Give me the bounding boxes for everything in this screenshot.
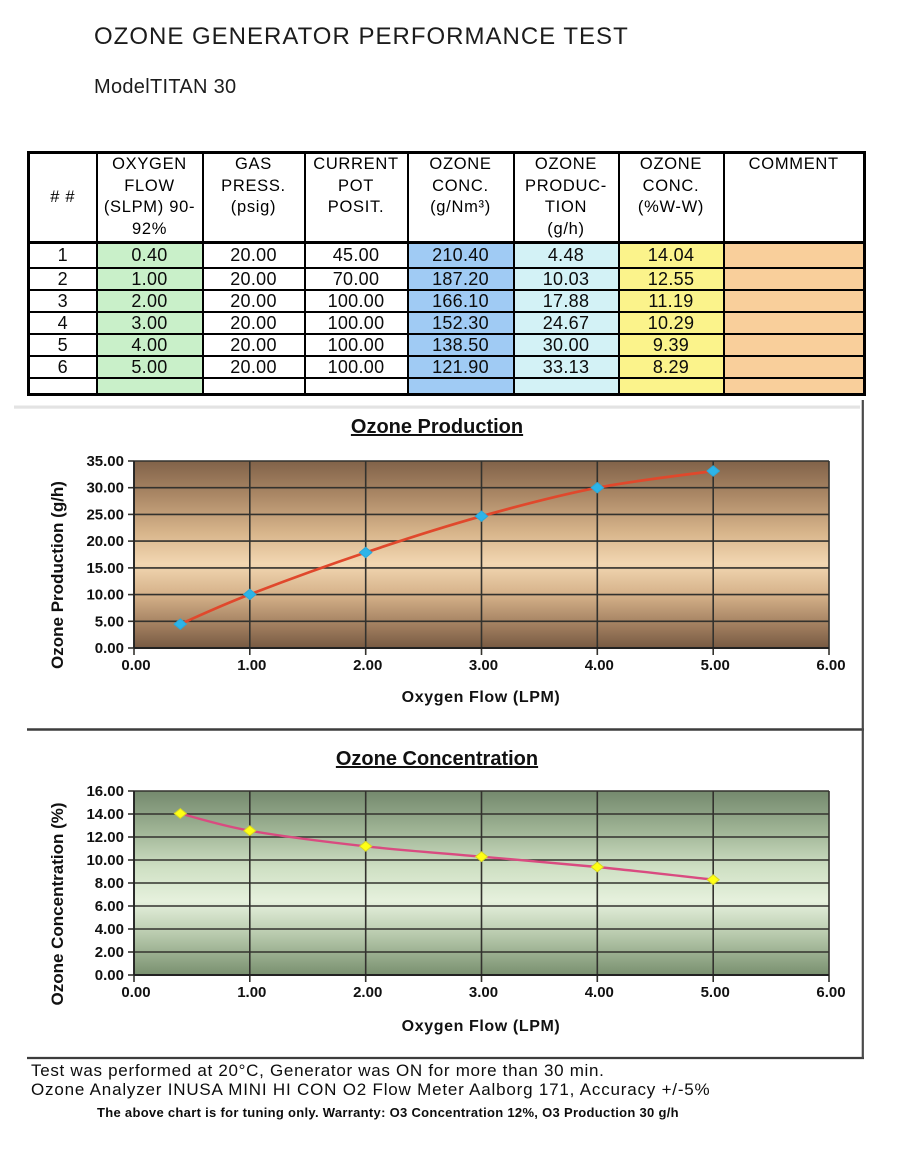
svg-text:5.00: 5.00 xyxy=(701,984,730,1001)
svg-text:6.00: 6.00 xyxy=(95,898,124,915)
svg-text:25.00: 25.00 xyxy=(86,506,124,523)
svg-text:Ozone Production: Ozone Production xyxy=(351,416,523,438)
svg-text:12.00: 12.00 xyxy=(86,829,124,846)
svg-text:6.00: 6.00 xyxy=(816,657,845,674)
svg-text:4.00: 4.00 xyxy=(95,921,124,938)
svg-text:Oxygen Flow (LPM): Oxygen Flow (LPM) xyxy=(402,1018,561,1035)
svg-text:30.00: 30.00 xyxy=(86,480,124,497)
svg-text:4.00: 4.00 xyxy=(585,657,614,674)
svg-text:5.00: 5.00 xyxy=(701,657,730,674)
svg-text:2.00: 2.00 xyxy=(95,944,124,961)
svg-text:3.00: 3.00 xyxy=(469,984,498,1001)
svg-text:4.00: 4.00 xyxy=(585,984,614,1001)
svg-text:6.00: 6.00 xyxy=(816,984,845,1001)
svg-text:0.00: 0.00 xyxy=(95,967,124,984)
svg-text:1.00: 1.00 xyxy=(237,984,266,1001)
svg-text:0.00: 0.00 xyxy=(95,640,124,657)
svg-text:Oxygen Flow (LPM): Oxygen Flow (LPM) xyxy=(402,689,561,706)
svg-text:16.00: 16.00 xyxy=(86,783,124,800)
svg-text:20.00: 20.00 xyxy=(86,533,124,550)
svg-text:Ozone Production (g/h): Ozone Production (g/h) xyxy=(48,481,67,669)
svg-text:0.00: 0.00 xyxy=(121,657,150,674)
svg-text:2.00: 2.00 xyxy=(353,657,382,674)
svg-text:15.00: 15.00 xyxy=(86,560,124,577)
svg-text:3.00: 3.00 xyxy=(469,657,498,674)
svg-text:14.00: 14.00 xyxy=(86,806,124,823)
svg-text:Ozone Concentration: Ozone Concentration xyxy=(336,748,538,770)
svg-text:10.00: 10.00 xyxy=(86,587,124,604)
svg-text:1.00: 1.00 xyxy=(237,657,266,674)
svg-text:8.00: 8.00 xyxy=(95,875,124,892)
svg-text:10.00: 10.00 xyxy=(86,852,124,869)
svg-text:0.00: 0.00 xyxy=(121,984,150,1001)
svg-text:Ozone Concentration (%): Ozone Concentration (%) xyxy=(48,802,67,1005)
svg-text:2.00: 2.00 xyxy=(353,984,382,1001)
svg-text:5.00: 5.00 xyxy=(95,613,124,630)
svg-text:35.00: 35.00 xyxy=(86,453,124,470)
